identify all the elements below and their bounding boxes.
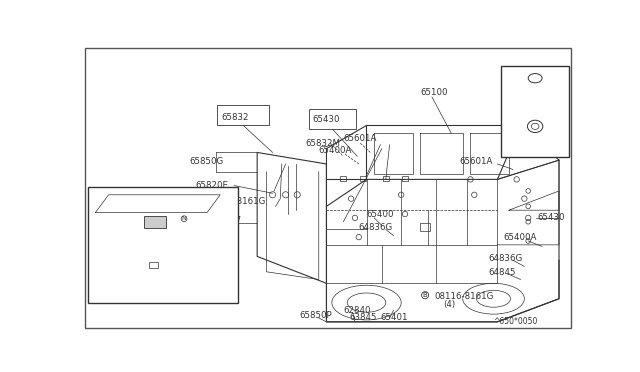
Bar	[217, 106, 269, 125]
Text: 62840: 62840	[344, 306, 371, 315]
Text: 64836G: 64836G	[488, 254, 522, 263]
Text: ^650*0050: ^650*0050	[493, 317, 538, 326]
Text: 64836G: 64836G	[359, 224, 393, 232]
Text: 63150J: 63150J	[522, 101, 548, 110]
Text: 64845: 64845	[488, 268, 516, 277]
Text: 63845: 63845	[349, 314, 377, 323]
Text: VG30T(UP TO SEP.'85): VG30T(UP TO SEP.'85)	[91, 195, 171, 202]
Text: 08911-10637: 08911-10637	[191, 216, 242, 225]
Text: 65832M: 65832M	[305, 139, 340, 148]
Text: 08116-8161G: 08116-8161G	[206, 197, 266, 206]
Text: 65832: 65832	[221, 113, 249, 122]
Text: 65400A: 65400A	[504, 232, 537, 242]
Bar	[340, 176, 346, 181]
Text: 65850G: 65850G	[189, 157, 223, 166]
Text: 65820E: 65820E	[196, 181, 228, 190]
Bar	[420, 223, 429, 231]
Bar	[144, 216, 166, 228]
Text: B: B	[196, 198, 200, 203]
Text: 65430: 65430	[312, 115, 340, 124]
Text: 65601A: 65601A	[459, 157, 492, 166]
Text: 65850P: 65850P	[300, 311, 332, 320]
Bar	[383, 176, 389, 181]
Text: (4): (4)	[444, 301, 456, 310]
Text: 65400: 65400	[367, 209, 394, 218]
Bar	[501, 66, 569, 157]
Text: (4): (4)	[196, 225, 207, 234]
Bar	[308, 109, 356, 129]
Text: 63151J: 63151J	[522, 145, 548, 154]
Text: 65820: 65820	[206, 219, 234, 228]
Bar	[402, 176, 408, 181]
Text: B: B	[422, 292, 428, 298]
Text: 65810C: 65810C	[149, 267, 180, 276]
Text: 65430: 65430	[538, 214, 565, 222]
Text: 65400A: 65400A	[319, 147, 352, 155]
Bar	[88, 187, 238, 302]
Bar	[360, 176, 365, 181]
Text: 65811: 65811	[155, 206, 180, 215]
Bar	[148, 262, 158, 268]
Text: 65601A: 65601A	[344, 134, 377, 143]
Text: (4): (4)	[216, 206, 228, 215]
Text: 65100: 65100	[91, 234, 116, 243]
Text: N: N	[182, 216, 186, 221]
Text: 08116-8161G: 08116-8161G	[435, 292, 493, 301]
Text: 65811J: 65811J	[120, 234, 147, 243]
Text: 65401: 65401	[380, 314, 408, 323]
Text: 65100: 65100	[420, 88, 448, 97]
